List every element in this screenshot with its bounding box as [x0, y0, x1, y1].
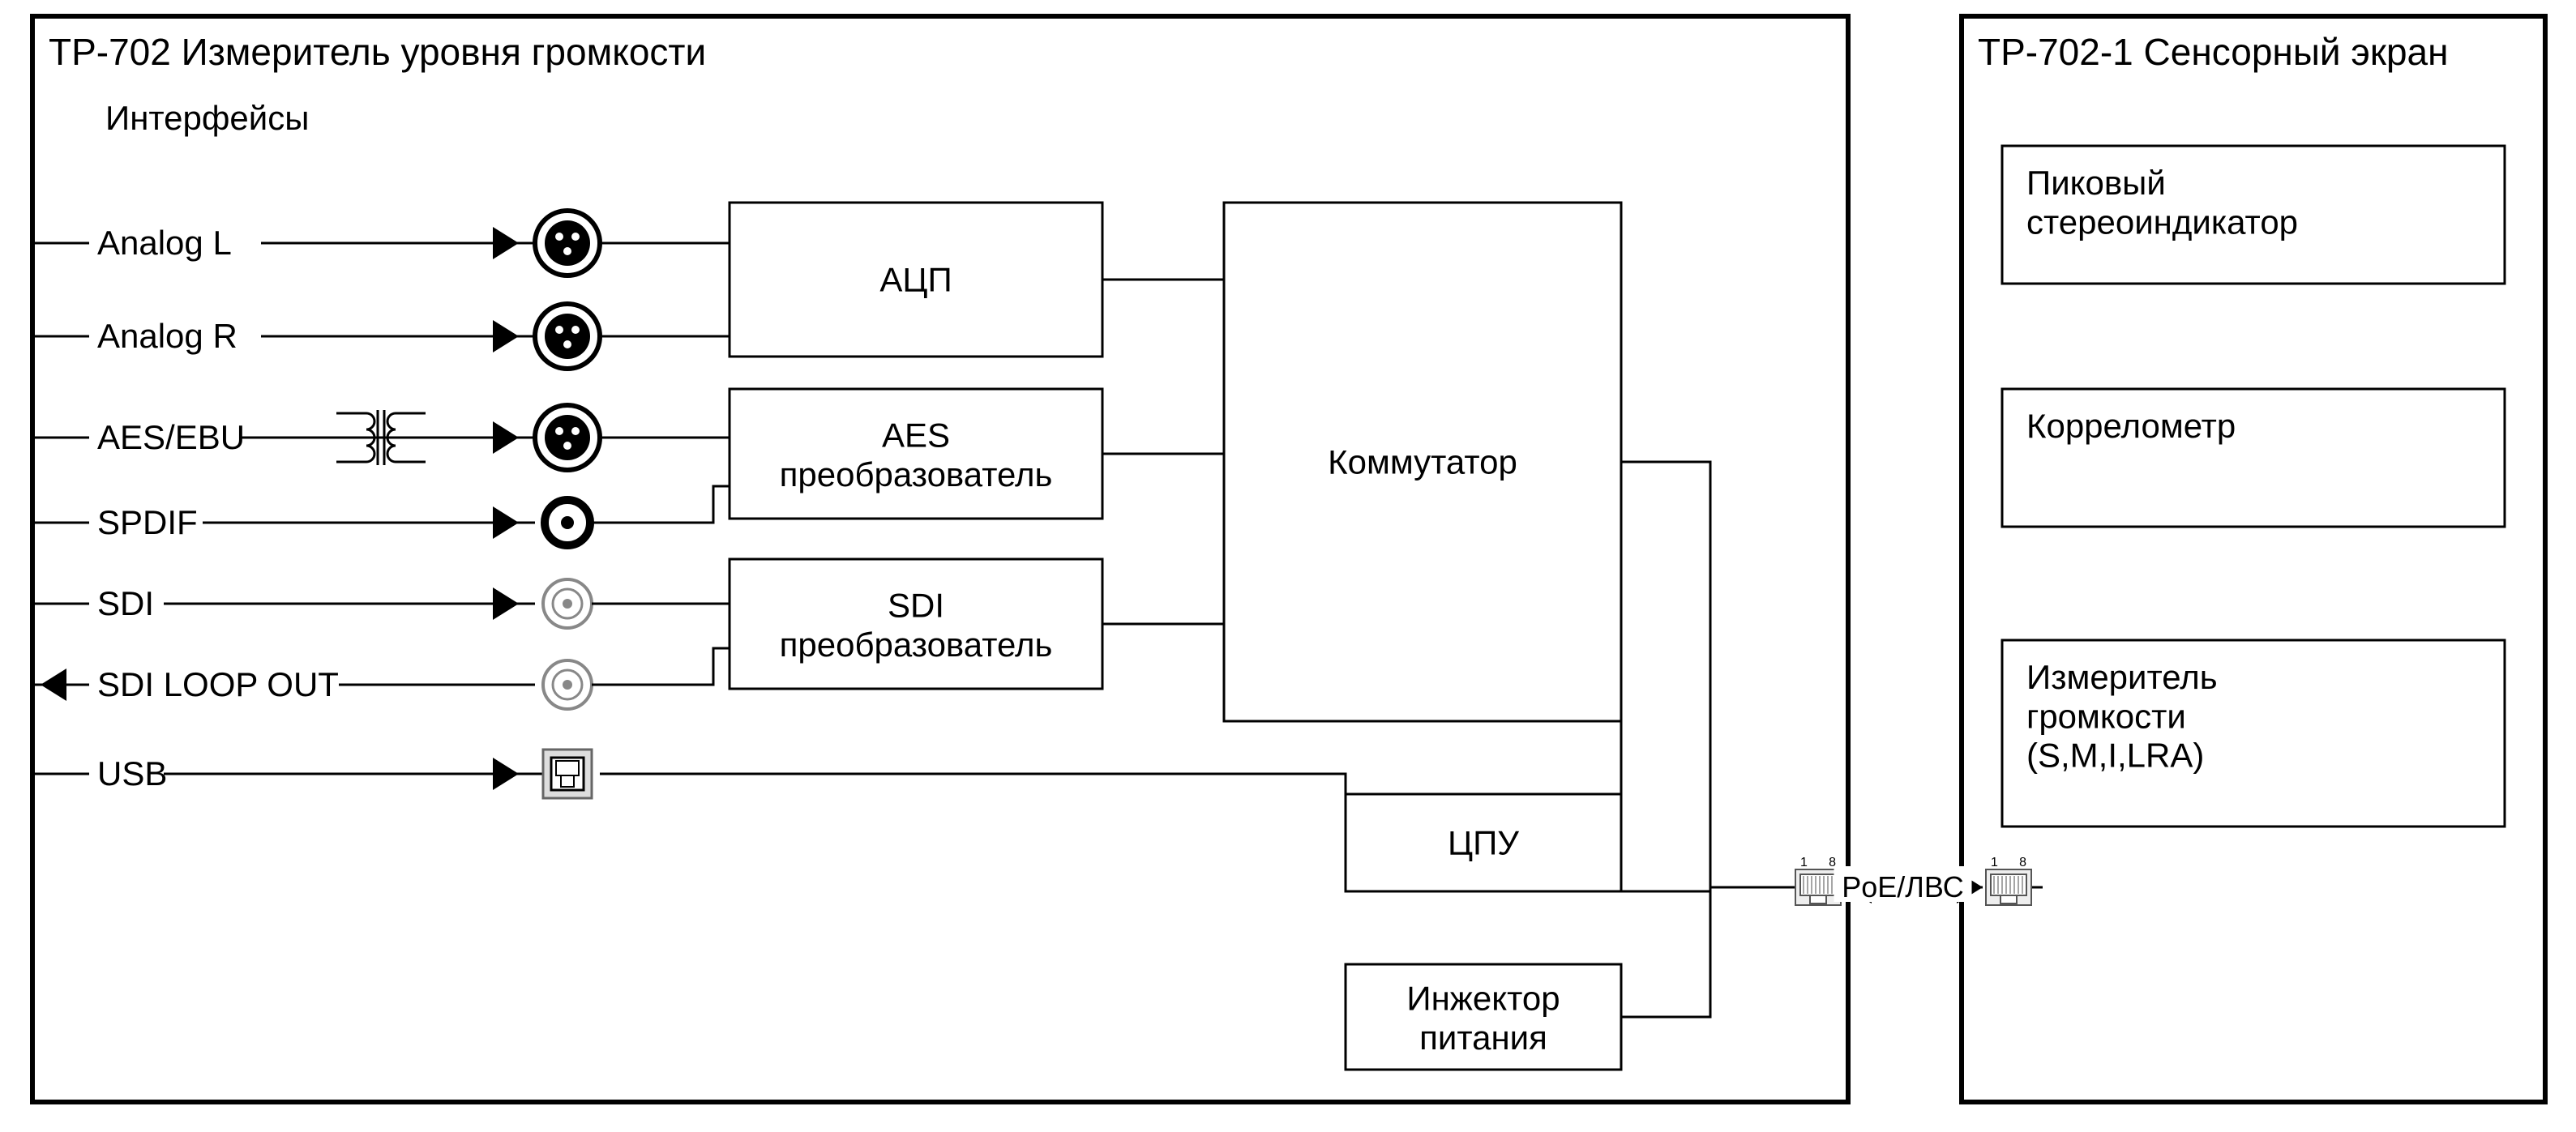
switch-block-label: Коммутатор	[1328, 443, 1517, 481]
iface-label: USB	[97, 754, 167, 792]
rj45-right-icon	[1986, 869, 2031, 905]
bnc-icon	[543, 579, 592, 628]
poe-label: PoE/ЛВС	[1842, 870, 1964, 903]
injector-block-label: Инжекторпитания	[1406, 980, 1560, 1057]
iface-label: Analog R	[97, 317, 237, 355]
left-subtitle: Интерфейсы	[105, 99, 309, 137]
cpu-block-label: ЦПУ	[1448, 824, 1519, 862]
pin-label: 1	[1991, 856, 1998, 869]
pin-label: 1	[1800, 856, 1808, 869]
iface-label: SPDIF	[97, 503, 198, 541]
left-title: ТР-702 Измеритель уровня громкости	[49, 31, 706, 73]
iface-label: Analog L	[97, 224, 232, 262]
xlr-icon	[535, 304, 600, 369]
bnc-icon	[543, 660, 592, 709]
adc-block-label: АЦП	[879, 261, 952, 299]
iface-label: SDI LOOP OUT	[97, 665, 339, 703]
xlr-icon	[535, 211, 600, 276]
xlr-icon	[535, 405, 600, 470]
right-block-label-1: Коррелометр	[2026, 407, 2236, 445]
right-title: ТР-702-1 Сенсорный экран	[1978, 31, 2449, 73]
usb-icon	[543, 750, 592, 798]
iface-label: SDI	[97, 584, 154, 622]
rca-icon	[545, 500, 590, 545]
pin-label: 8	[2019, 856, 2026, 869]
iface-label: AES/EBU	[97, 418, 245, 456]
